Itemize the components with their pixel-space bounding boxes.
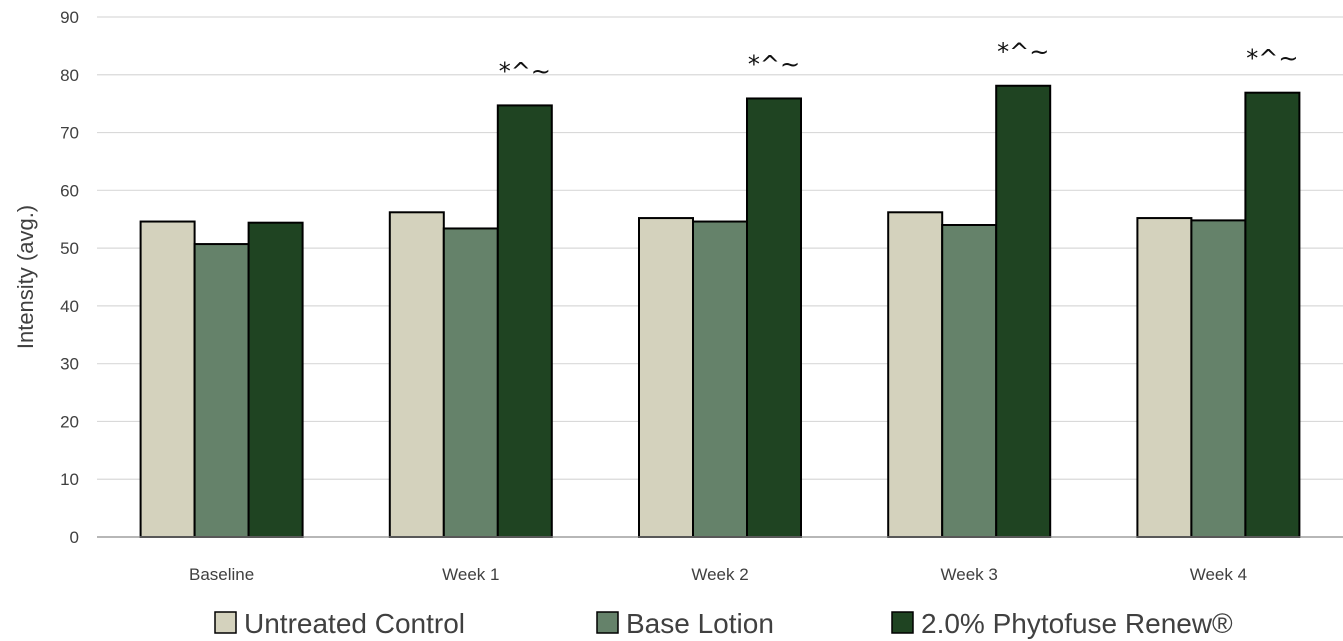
y-tick-label: 90 (60, 8, 79, 27)
y-tick-label: 70 (60, 124, 79, 143)
y-tick-label: 60 (60, 181, 79, 200)
legend-swatch (891, 611, 914, 634)
x-tick-label: Week 1 (442, 565, 499, 584)
x-tick-label: Baseline (189, 565, 254, 584)
bars (139, 84, 1301, 539)
legend-label: Base Lotion (626, 608, 774, 639)
y-tick-label: 40 (60, 297, 79, 316)
bar (388, 211, 445, 539)
y-tick-label: 20 (60, 412, 79, 431)
y-tick-label: 80 (60, 66, 79, 85)
y-tick-label: 30 (60, 355, 79, 374)
bar (139, 220, 196, 539)
y-axis-label: Intensity (avg.) (13, 205, 38, 349)
bar (247, 221, 304, 538)
significance-annotation: *^~ (997, 38, 1049, 66)
bar (638, 217, 694, 538)
y-tick-label: 0 (70, 528, 79, 547)
x-axis-ticks: Baseline Week 1 Week 2 Week 3 Week 4 (189, 565, 1247, 584)
y-tick-label: 50 (60, 239, 79, 258)
bar (1136, 217, 1193, 538)
significance-annotations: *^~ *^~ *^~ *^~ (499, 38, 1299, 86)
legend-swatch (214, 611, 237, 634)
bar (193, 243, 250, 538)
x-tick-label: Week 3 (941, 565, 998, 584)
bar (1244, 91, 1301, 538)
legend-label: Untreated Control (244, 608, 465, 639)
bar (941, 224, 998, 538)
bar (887, 211, 944, 539)
bar (995, 84, 1052, 538)
significance-annotation: *^~ (499, 57, 551, 85)
bar (442, 227, 499, 538)
significance-annotation: *^~ (1246, 45, 1298, 73)
x-tick-label: Week 2 (691, 565, 748, 584)
bar (692, 220, 748, 539)
bar (1190, 219, 1247, 538)
bar (496, 104, 553, 539)
legend: Untreated Control Base Lotion 2.0% Phytofu… (214, 608, 1233, 639)
y-tick-label: 10 (60, 470, 79, 489)
legend-swatch (596, 611, 619, 634)
significance-annotation: *^~ (748, 50, 800, 78)
legend-label: 2.0% Phytofuse Renew® (921, 608, 1233, 639)
y-axis-ticks: 0 10 20 30 40 50 60 70 80 90 (60, 8, 79, 547)
x-tick-label: Week 4 (1190, 565, 1247, 584)
bar (746, 97, 802, 538)
